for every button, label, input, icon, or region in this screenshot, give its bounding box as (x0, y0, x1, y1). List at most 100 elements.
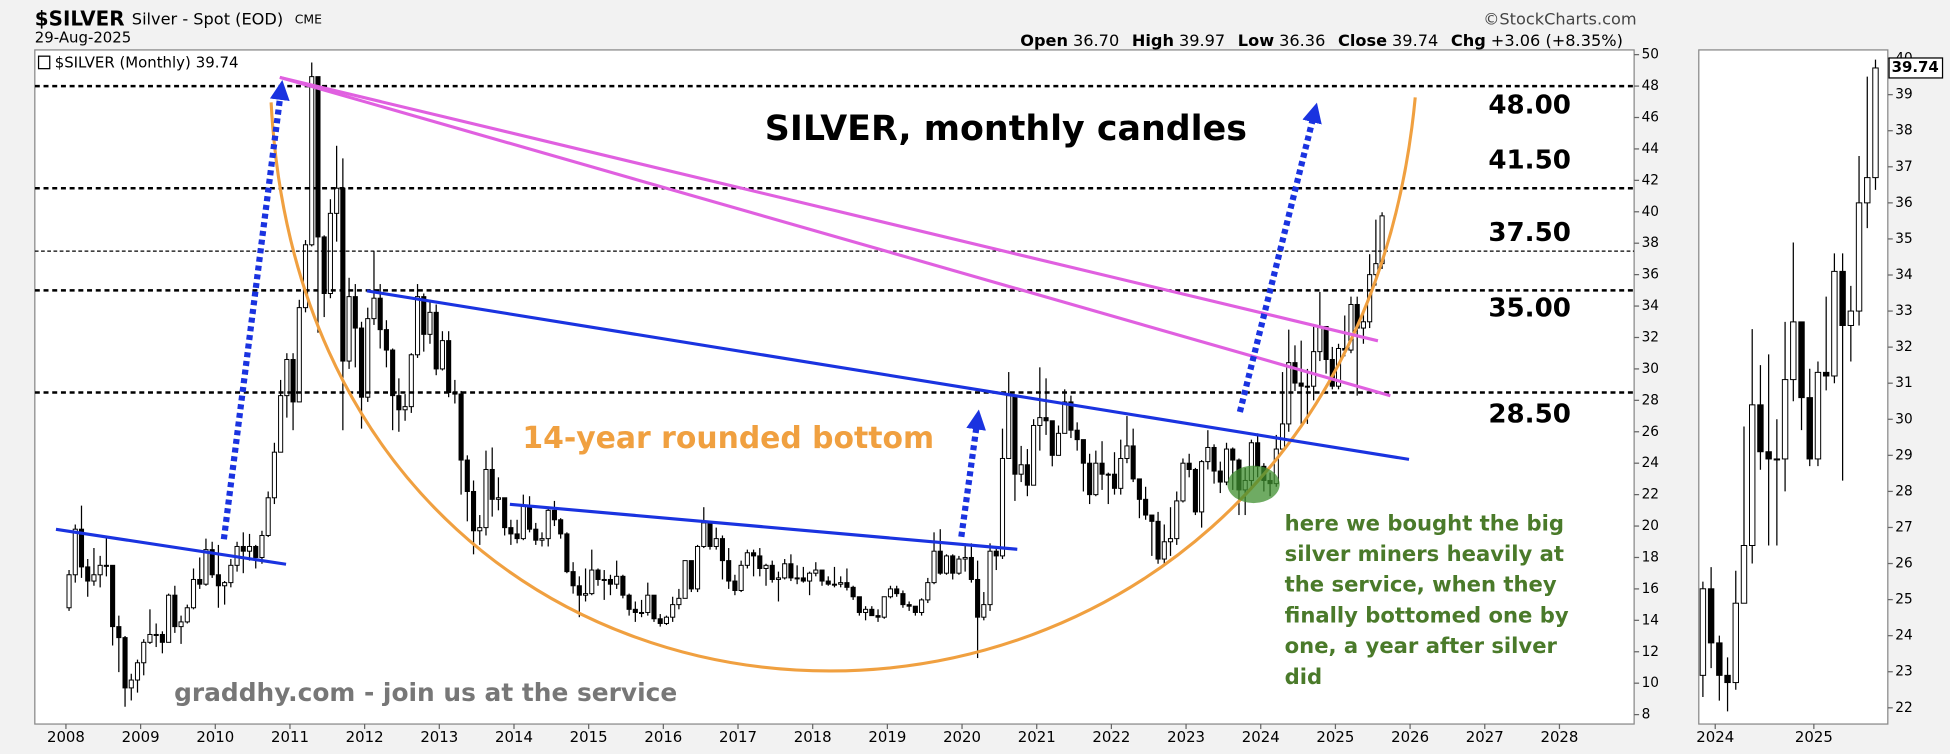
candle-body (1716, 642, 1723, 676)
candle-body (645, 594, 651, 613)
candle-body (383, 329, 389, 351)
y-tick-label: 24 (1895, 628, 1912, 644)
candle-body (1847, 310, 1855, 326)
x-tick-label: 2026 (1391, 728, 1429, 746)
note-line: did (1285, 664, 1323, 689)
candle-body (390, 349, 396, 397)
candle-body (464, 459, 470, 492)
trend-line (366, 289, 1410, 461)
candle-body (831, 583, 838, 586)
candle-body (1118, 457, 1124, 489)
candle-body (327, 212, 333, 294)
candle-body (1732, 602, 1739, 684)
candle-body (321, 236, 327, 294)
candle-body (495, 497, 501, 500)
note-line: finally bottomed one by (1285, 602, 1569, 627)
quote-value: +3.06 (+8.35%) (1491, 31, 1623, 50)
candle-body (968, 556, 974, 580)
candle-body (632, 608, 638, 613)
level-label: 48.00 (1488, 91, 1571, 121)
y-tick-label: 35 (1895, 231, 1912, 247)
candle-body (1080, 439, 1086, 464)
candle-body (1822, 371, 1830, 377)
candle-body (1798, 321, 1805, 399)
candle-body (620, 575, 626, 596)
candle-body (1814, 371, 1822, 460)
arrow (958, 409, 986, 538)
candle-body (1230, 448, 1236, 461)
trend-line (509, 502, 1018, 551)
last-price-label: 39.74 (1892, 58, 1939, 76)
candle-body (558, 519, 564, 535)
candle-body (1031, 424, 1037, 486)
candle-body (1192, 468, 1198, 513)
candle-body (278, 395, 284, 453)
candle-body (514, 533, 520, 540)
candle-body (850, 586, 856, 598)
y-tick-label: 22 (1642, 487, 1659, 503)
x-tick-label: 2011 (271, 728, 309, 746)
candle-body (975, 578, 981, 618)
candle-body (987, 550, 993, 606)
candle-body (358, 327, 365, 398)
x-tick-label: 2025 (1795, 728, 1833, 746)
x-tick-label: 2008 (47, 728, 85, 746)
candle-body (1199, 461, 1205, 513)
exchange: CME (295, 11, 322, 26)
level-label: 37.50 (1488, 218, 1571, 248)
candle-body (396, 395, 402, 411)
y-tick-label: 28 (1642, 392, 1659, 408)
candle-body (1839, 270, 1846, 326)
candle-body (346, 296, 352, 362)
candle-body (1161, 541, 1167, 560)
candle-body (97, 564, 103, 576)
candle-body (259, 534, 265, 558)
candle-body (284, 358, 290, 397)
candle-body (1311, 351, 1317, 387)
candle-body (607, 578, 613, 585)
candle-body (894, 588, 900, 595)
x-tick-label: 2023 (1167, 728, 1205, 746)
candle-body (134, 662, 141, 681)
y-tick-label: 8 (1642, 707, 1651, 723)
candle-body (912, 605, 918, 613)
candle-body (576, 585, 582, 596)
candle-body (458, 393, 464, 461)
candle-body (141, 641, 147, 664)
y-tick-label: 44 (1642, 141, 1659, 157)
rounded-bottom-arc (269, 97, 1417, 673)
candle-body (159, 633, 165, 643)
legend: $SILVER (Monthly) 39.74 (55, 54, 239, 72)
x-tick-label: 2021 (1018, 728, 1056, 746)
candle-body (1223, 448, 1230, 483)
candle-body (950, 555, 956, 574)
candle-body (147, 633, 153, 643)
candle-body (402, 406, 408, 411)
x-tick-label: 2018 (794, 728, 832, 746)
y-tick-label: 27 (1895, 519, 1912, 535)
y-tick-label: 10 (1642, 675, 1659, 691)
x-tick-label: 2014 (495, 728, 533, 746)
candle-body (1781, 379, 1789, 460)
quote-label: Chg (1451, 31, 1486, 50)
candle-body (1087, 462, 1093, 496)
candle-body (172, 594, 178, 628)
quote-value: 39.97 (1179, 31, 1225, 50)
candle-body (682, 560, 688, 599)
level-label: 35.00 (1488, 294, 1571, 324)
x-tick-label: 2024 (1696, 728, 1734, 746)
candle-body (1699, 588, 1707, 676)
x-tick-label: 2020 (943, 728, 981, 746)
candle-body (128, 679, 134, 689)
y-tick-label: 30 (1642, 361, 1659, 377)
candle-body (377, 297, 383, 331)
candle-body (925, 582, 931, 601)
candle-body (732, 580, 738, 591)
candle-body (1111, 473, 1118, 489)
candle-body (371, 297, 377, 320)
candle-body (1255, 442, 1261, 467)
x-tick-label: 2009 (122, 728, 160, 746)
candle-body (1043, 417, 1049, 422)
candle-body (906, 604, 912, 607)
inset-plot (1699, 59, 1879, 712)
